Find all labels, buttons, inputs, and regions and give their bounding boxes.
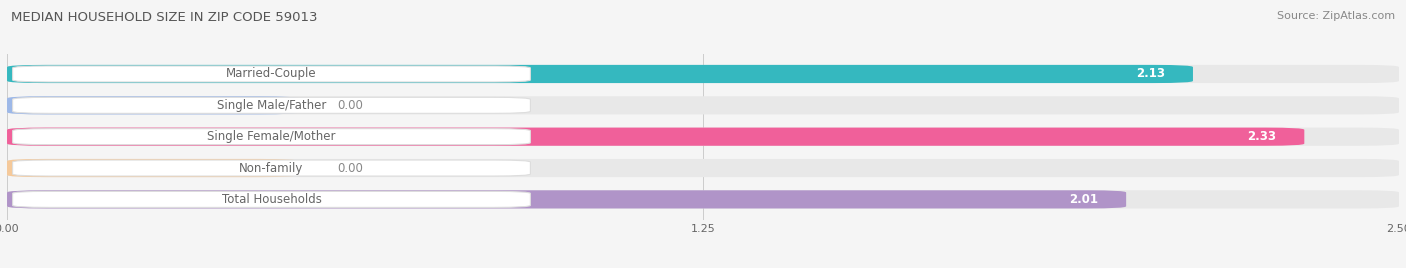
Text: Married-Couple: Married-Couple [226, 68, 316, 80]
FancyBboxPatch shape [7, 96, 298, 114]
Text: Single Female/Mother: Single Female/Mother [207, 130, 336, 143]
Text: MEDIAN HOUSEHOLD SIZE IN ZIP CODE 59013: MEDIAN HOUSEHOLD SIZE IN ZIP CODE 59013 [11, 11, 318, 24]
FancyBboxPatch shape [13, 66, 530, 82]
Text: 0.00: 0.00 [337, 99, 363, 112]
FancyBboxPatch shape [7, 128, 1399, 146]
Text: 0.00: 0.00 [337, 162, 363, 174]
Text: 2.01: 2.01 [1070, 193, 1098, 206]
Text: 2.13: 2.13 [1136, 68, 1166, 80]
Text: Non-family: Non-family [239, 162, 304, 174]
Text: Total Households: Total Households [222, 193, 322, 206]
FancyBboxPatch shape [13, 97, 530, 113]
FancyBboxPatch shape [7, 96, 1399, 114]
FancyBboxPatch shape [13, 129, 530, 145]
FancyBboxPatch shape [7, 128, 1305, 146]
FancyBboxPatch shape [7, 190, 1126, 209]
FancyBboxPatch shape [13, 160, 530, 176]
FancyBboxPatch shape [7, 65, 1399, 83]
Text: Source: ZipAtlas.com: Source: ZipAtlas.com [1277, 11, 1395, 21]
FancyBboxPatch shape [7, 159, 1399, 177]
FancyBboxPatch shape [7, 190, 1399, 209]
FancyBboxPatch shape [7, 159, 298, 177]
FancyBboxPatch shape [13, 191, 530, 207]
Text: 2.33: 2.33 [1247, 130, 1277, 143]
FancyBboxPatch shape [7, 65, 1192, 83]
Text: Single Male/Father: Single Male/Father [217, 99, 326, 112]
